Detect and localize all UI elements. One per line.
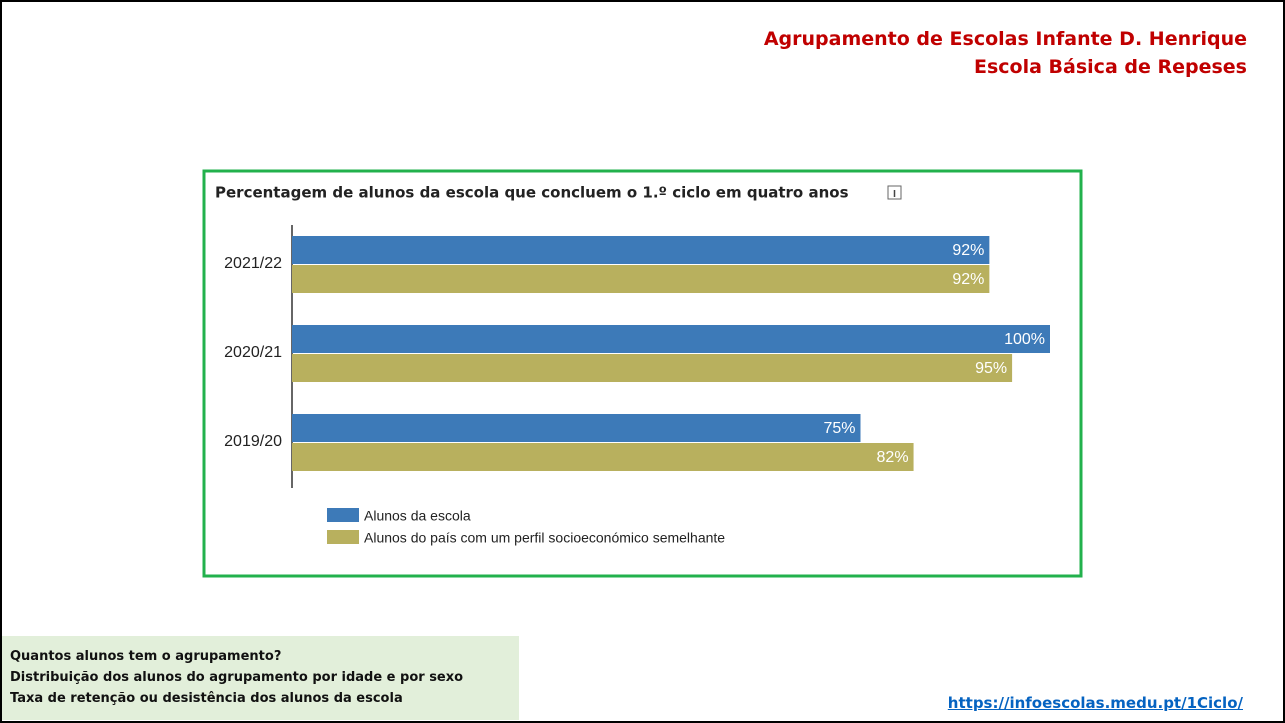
data-label: 82% [877, 449, 909, 466]
data-label: 92% [952, 271, 984, 288]
legend-swatch [327, 508, 359, 522]
school-group: Agrupamento de Escolas Infante D. Henriq… [763, 28, 1247, 50]
links-box: Quantos alunos tem o agrupamento? Distri… [2, 636, 519, 720]
chart-title: Percentagem de alunos da escola que conc… [215, 184, 849, 202]
y-tick-label: 2021/22 [224, 255, 282, 272]
link[interactable]: Taxa de retenção ou desistência dos alun… [10, 691, 403, 706]
school-name: Escola Básica de Repeses [974, 56, 1247, 78]
link[interactable]: Quantos alunos tem o agrupamento? [10, 649, 282, 664]
bar [292, 414, 861, 442]
legend-label: Alunos da escola [364, 508, 471, 524]
bar [292, 443, 914, 471]
legend-label: Alunos do país com um perfil socioeconóm… [364, 530, 725, 546]
bar [292, 265, 990, 293]
data-label: 100% [1004, 331, 1045, 348]
bar [292, 325, 1050, 353]
y-tick-label: 2020/21 [224, 344, 282, 361]
bar [292, 236, 990, 264]
info-icon [887, 185, 902, 200]
bar [292, 354, 1013, 382]
link[interactable]: Distribuição dos alunos do agrupamento p… [10, 670, 464, 685]
data-label: 75% [823, 420, 855, 437]
data-label: 92% [952, 242, 984, 259]
source-link[interactable]: https://infoescolas.medu.pt/1Ciclo/ [947, 694, 1243, 712]
legend-swatch [327, 530, 359, 544]
y-tick-label: 2019/20 [224, 433, 282, 450]
data-label: 95% [975, 360, 1007, 377]
